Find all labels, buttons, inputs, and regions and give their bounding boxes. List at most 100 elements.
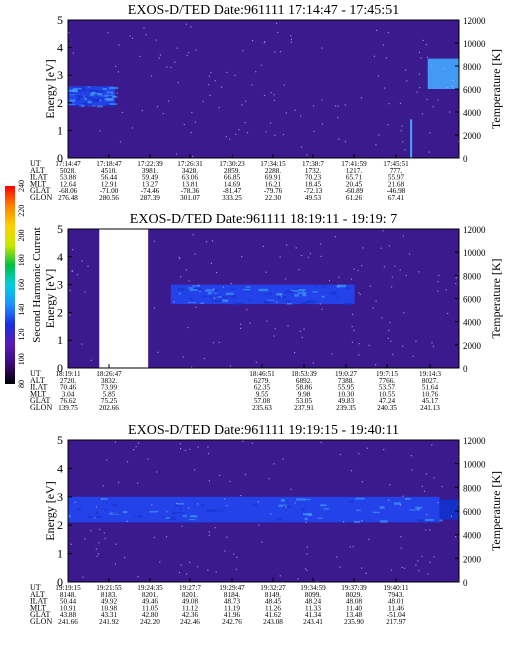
- band-texture: [305, 498, 311, 500]
- orbit-row-label: MLT: [30, 603, 46, 612]
- band-texture: [241, 286, 247, 288]
- noise-dot: [421, 485, 423, 488]
- noise-dot: [233, 553, 235, 555]
- y-right-tick-label: 4000: [463, 108, 482, 118]
- noise-dot: [68, 31, 70, 34]
- orbit-row-label: MLT: [30, 179, 46, 188]
- band-texture: [222, 299, 229, 303]
- band-texture: [380, 520, 388, 523]
- orbit-value: 235.63: [252, 404, 272, 412]
- noise-dot: [450, 515, 453, 517]
- noise-dot: [279, 51, 282, 53]
- noise-dot: [344, 140, 347, 143]
- noise-dot: [427, 573, 429, 575]
- noise-dot: [71, 249, 74, 251]
- noise-dot: [114, 563, 117, 565]
- orbit-value: 8027.: [422, 377, 438, 385]
- orbit-value: 3832.: [101, 377, 117, 385]
- orbit-row-label: GLON: [30, 193, 52, 202]
- band-texture: [192, 285, 200, 287]
- noise-dot: [210, 71, 212, 74]
- noise-dot: [353, 329, 355, 331]
- colorbar-tick-label: 140: [17, 304, 26, 316]
- noise-dot: [155, 39, 158, 41]
- band-texture: [190, 515, 198, 518]
- y-right-tick-label: 12000: [463, 16, 486, 26]
- noise-dot: [388, 499, 390, 501]
- band-texture: [201, 295, 208, 298]
- noise-dot: [168, 100, 170, 102]
- colorbar-tick-label: 220: [17, 205, 26, 217]
- y-right-tick-label: 2000: [463, 554, 482, 564]
- band-texture: [298, 289, 306, 291]
- colorbar-tick-label: 100: [17, 353, 26, 365]
- noise-dot: [246, 132, 249, 134]
- band-texture: [77, 508, 82, 511]
- noise-dot: [306, 569, 308, 572]
- orbit-value: 19:7:15: [376, 370, 398, 378]
- noise-dot: [72, 52, 74, 54]
- panel-title: EXOS-D/TED Date:961111 18:19:11 - 19:19:…: [130, 212, 397, 227]
- band-texture: [329, 291, 338, 295]
- band-texture: [96, 511, 99, 514]
- noise-dot: [376, 29, 378, 31]
- noise-dot: [455, 536, 457, 538]
- orbit-value: 17:30:23: [219, 160, 245, 168]
- orbit-value: 49.92: [101, 598, 118, 606]
- band-texture: [230, 303, 238, 306]
- noise-dot: [245, 100, 247, 102]
- noise-dot: [449, 111, 451, 113]
- colorbar-scale: [5, 186, 15, 384]
- orbit-value: 11.05: [142, 604, 158, 612]
- band-texture: [301, 508, 305, 511]
- noise-dot: [290, 488, 292, 491]
- orbit-value: 16.21: [265, 180, 282, 188]
- orbit-value: 17:14:47: [55, 160, 81, 168]
- noise-dot: [321, 47, 323, 49]
- band-texture: [137, 515, 142, 518]
- noise-dot: [390, 340, 392, 342]
- band-texture: [102, 87, 107, 90]
- noise-dot: [186, 54, 188, 56]
- noise-dot: [404, 149, 406, 151]
- band-texture: [286, 303, 293, 305]
- orbit-row-label: UT: [30, 369, 41, 378]
- band-texture: [258, 288, 269, 292]
- orbit-value: 287.39: [140, 194, 160, 202]
- orbit-value: 13.48: [346, 611, 363, 619]
- noise-dot: [156, 471, 158, 473]
- noise-dot: [137, 576, 139, 578]
- orbit-value: 239.35: [336, 404, 356, 412]
- noise-dot: [182, 356, 184, 358]
- band-texture: [372, 511, 380, 514]
- band-texture: [101, 497, 108, 500]
- band-texture: [165, 516, 171, 519]
- orbit-value: 43.31: [101, 611, 118, 619]
- y-right-tick-label: 10000: [463, 39, 486, 49]
- noise-dot: [387, 124, 389, 126]
- noise-dot: [141, 110, 143, 112]
- orbit-value: 53.57: [379, 384, 396, 392]
- noise-dot: [115, 65, 117, 68]
- noise-dot: [273, 335, 275, 337]
- band-texture: [171, 511, 176, 515]
- orbit-value: 43.88: [60, 611, 77, 619]
- orbit-value: 242.20: [140, 618, 160, 626]
- noise-dot: [246, 309, 248, 311]
- band-texture: [168, 516, 176, 520]
- noise-dot: [297, 578, 299, 580]
- noise-dot: [358, 354, 360, 356]
- orbit-value: -51.04: [387, 611, 406, 619]
- noise-dot: [426, 98, 428, 101]
- orbit-value: 19:34:59: [300, 584, 326, 592]
- noise-dot: [273, 463, 275, 465]
- orbit-value: 61.26: [346, 194, 363, 202]
- noise-dot: [90, 529, 92, 532]
- noise-dot: [176, 502, 178, 505]
- orbit-value: 7388.: [338, 377, 354, 385]
- band-texture: [68, 89, 78, 93]
- noise-dot: [224, 550, 226, 552]
- orbit-value: 53.88: [60, 174, 77, 182]
- band-texture: [304, 517, 308, 521]
- noise-dot: [126, 461, 129, 463]
